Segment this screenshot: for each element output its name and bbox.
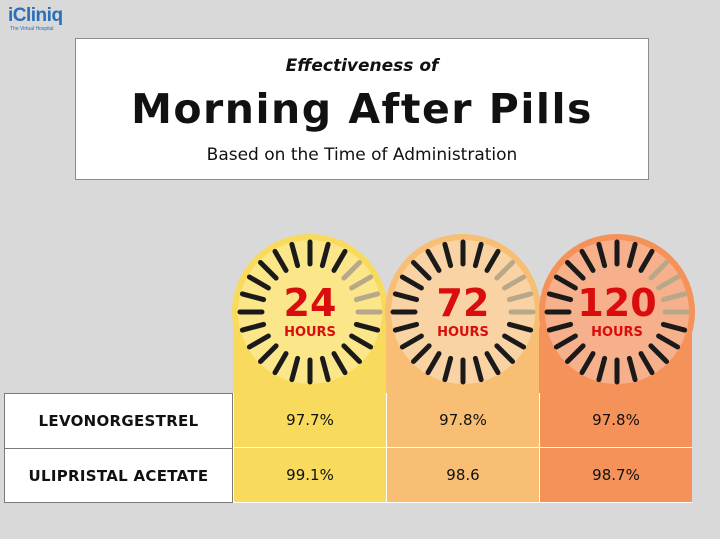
dial-tick bbox=[626, 355, 638, 383]
dial-tick bbox=[546, 321, 574, 333]
dial-tick bbox=[596, 241, 608, 269]
table-cell: 98.7% bbox=[539, 448, 692, 503]
dial-hours-number: 120 bbox=[577, 281, 656, 325]
dial-tick bbox=[506, 321, 534, 333]
dial-tick bbox=[648, 260, 669, 281]
dial-tick bbox=[239, 321, 267, 333]
page-title: Morning After Pills bbox=[131, 85, 593, 133]
iclinic-logo: iCliniq The Virtual Hospital bbox=[8, 5, 63, 33]
dial-tick bbox=[638, 351, 655, 376]
table-cell: 97.8% bbox=[539, 393, 692, 448]
dial-tick bbox=[246, 274, 271, 291]
dial-tick bbox=[579, 351, 596, 376]
row-label: ULIPRISTAL ACETATE bbox=[4, 448, 233, 503]
dial-tick bbox=[484, 248, 501, 273]
dial-tick bbox=[331, 351, 348, 376]
dial-tick bbox=[494, 260, 515, 281]
dial-tick bbox=[349, 274, 374, 291]
dial-tick bbox=[442, 241, 454, 269]
dial-tick bbox=[502, 274, 527, 291]
dial-tick bbox=[399, 333, 424, 350]
dial-tick bbox=[349, 333, 374, 350]
dial-tick bbox=[494, 343, 515, 364]
dial-hours-unit: HOURS bbox=[591, 325, 643, 340]
dial-tick bbox=[425, 248, 442, 273]
dial-tick bbox=[472, 241, 484, 269]
dial-tick bbox=[411, 260, 432, 281]
dial-tick bbox=[399, 274, 424, 291]
dial-tick bbox=[656, 333, 681, 350]
dial-hours-number: 72 bbox=[437, 281, 490, 325]
dial-tick bbox=[272, 248, 289, 273]
dial-tick bbox=[638, 248, 655, 273]
dial-tick bbox=[341, 343, 362, 364]
dial-tick bbox=[596, 355, 608, 383]
dial-tick bbox=[442, 355, 454, 383]
dial-hours-unit: HOURS bbox=[284, 325, 336, 340]
title-subtitle: Based on the Time of Administration bbox=[206, 145, 518, 165]
dial-tick bbox=[472, 355, 484, 383]
dial-tick bbox=[319, 355, 331, 383]
dial-tick bbox=[553, 333, 578, 350]
table-cell: 97.8% bbox=[386, 393, 539, 448]
row-label: LEVONORGESTREL bbox=[4, 393, 233, 449]
dial-tick bbox=[272, 351, 289, 376]
dial-tick bbox=[239, 291, 267, 303]
dial-tick bbox=[579, 248, 596, 273]
dial-tick bbox=[648, 343, 669, 364]
dial-tick bbox=[565, 343, 586, 364]
title-card: Effectiveness of Morning After Pills Bas… bbox=[75, 38, 649, 180]
dial-tick bbox=[258, 343, 279, 364]
dial-tick bbox=[484, 351, 501, 376]
dial-tick bbox=[546, 291, 574, 303]
dial-tick bbox=[341, 260, 362, 281]
dial-tick bbox=[660, 291, 688, 303]
logo-tagline: The Virtual Hospital bbox=[10, 26, 54, 32]
dial-tick bbox=[392, 291, 420, 303]
dial-tick bbox=[331, 248, 348, 273]
table-cell: 98.6 bbox=[386, 448, 539, 503]
dial-tick bbox=[289, 241, 301, 269]
dial-tick bbox=[626, 241, 638, 269]
dial-tick bbox=[660, 321, 688, 333]
dial-tick bbox=[565, 260, 586, 281]
dial-tick bbox=[258, 260, 279, 281]
dial-tick bbox=[411, 343, 432, 364]
dial-tick bbox=[506, 291, 534, 303]
logo-name: iCliniq bbox=[8, 5, 63, 26]
dial-tick bbox=[553, 274, 578, 291]
table-cell: 97.7% bbox=[233, 393, 386, 448]
dial-tick bbox=[246, 333, 271, 350]
dial-tick bbox=[353, 321, 381, 333]
dial-hours-unit: HOURS bbox=[437, 325, 489, 340]
dial-tick bbox=[289, 355, 301, 383]
dial-tick bbox=[502, 333, 527, 350]
dial-tick bbox=[353, 291, 381, 303]
table-cell: 99.1% bbox=[233, 448, 386, 503]
title-pretitle: Effectiveness of bbox=[285, 56, 439, 76]
dial-hours-number: 24 bbox=[284, 281, 337, 325]
dial-tick bbox=[392, 321, 420, 333]
dial-tick bbox=[319, 241, 331, 269]
dial-tick bbox=[425, 351, 442, 376]
dial-tick bbox=[656, 274, 681, 291]
